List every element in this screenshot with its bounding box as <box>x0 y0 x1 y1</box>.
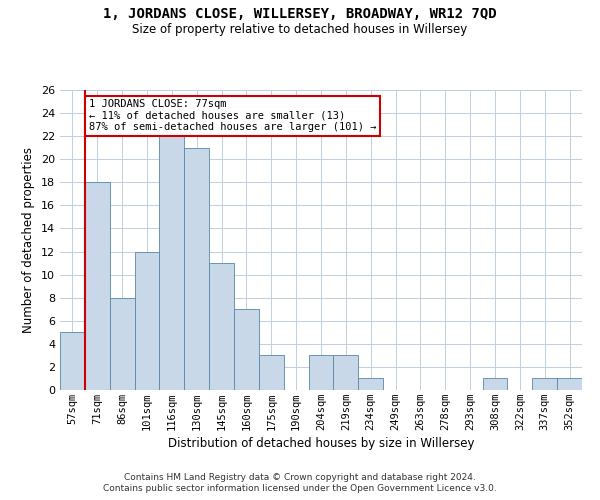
Text: Size of property relative to detached houses in Willersey: Size of property relative to detached ho… <box>133 22 467 36</box>
Bar <box>532 378 557 390</box>
Bar <box>160 136 184 390</box>
Y-axis label: Number of detached properties: Number of detached properties <box>22 147 35 333</box>
Text: 1, JORDANS CLOSE, WILLERSEY, BROADWAY, WR12 7QD: 1, JORDANS CLOSE, WILLERSEY, BROADWAY, W… <box>103 8 497 22</box>
Bar <box>334 356 358 390</box>
Bar <box>209 263 234 390</box>
Bar <box>85 182 110 390</box>
Text: 1 JORDANS CLOSE: 77sqm
← 11% of detached houses are smaller (13)
87% of semi-det: 1 JORDANS CLOSE: 77sqm ← 11% of detached… <box>89 99 376 132</box>
Bar <box>358 378 383 390</box>
Bar <box>134 252 160 390</box>
Bar <box>110 298 134 390</box>
Bar <box>184 148 209 390</box>
Text: Contains HM Land Registry data © Crown copyright and database right 2024.: Contains HM Land Registry data © Crown c… <box>124 472 476 482</box>
Bar <box>557 378 582 390</box>
Bar <box>234 309 259 390</box>
Bar <box>482 378 508 390</box>
Text: Distribution of detached houses by size in Willersey: Distribution of detached houses by size … <box>168 438 474 450</box>
Bar <box>60 332 85 390</box>
Bar <box>308 356 334 390</box>
Text: Contains public sector information licensed under the Open Government Licence v3: Contains public sector information licen… <box>103 484 497 493</box>
Bar <box>259 356 284 390</box>
